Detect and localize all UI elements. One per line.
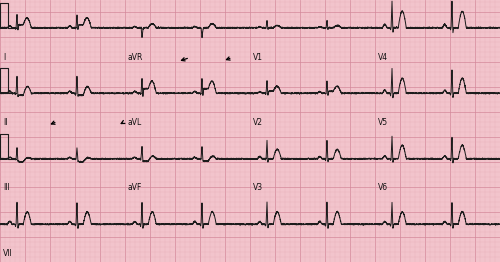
Text: V2: V2: [253, 118, 263, 127]
Text: II: II: [3, 118, 8, 127]
Text: III: III: [3, 183, 10, 193]
Text: V3: V3: [253, 183, 263, 193]
Text: aVR: aVR: [128, 52, 144, 62]
Text: V5: V5: [378, 118, 388, 127]
Text: aVF: aVF: [128, 183, 142, 193]
Text: V1: V1: [253, 52, 263, 62]
Text: VII: VII: [3, 249, 13, 258]
Text: V4: V4: [378, 52, 388, 62]
Text: V6: V6: [378, 183, 388, 193]
Text: aVL: aVL: [128, 118, 142, 127]
Text: I: I: [3, 52, 5, 62]
